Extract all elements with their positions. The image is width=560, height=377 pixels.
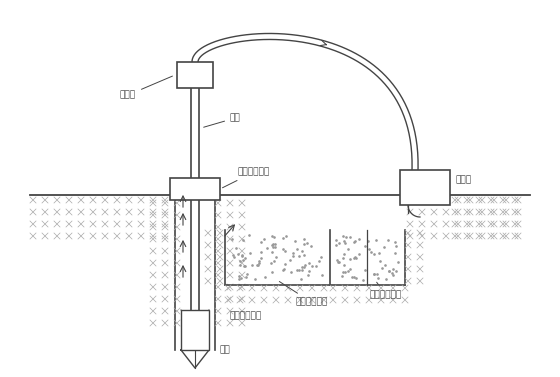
Text: 钒头: 钒头 bbox=[220, 345, 231, 354]
Bar bbox=[177, 62, 213, 88]
Text: 水龙头: 水龙头 bbox=[120, 76, 172, 100]
Bar bbox=[181, 310, 209, 350]
Text: 钒杆: 钒杆 bbox=[204, 113, 241, 127]
Text: 泥浆池及泥浆: 泥浆池及泥浆 bbox=[370, 282, 402, 299]
Text: 沉淤池及沉渣: 沉淤池及沉渣 bbox=[279, 282, 327, 307]
Text: 泥浆循环方向: 泥浆循环方向 bbox=[230, 311, 262, 320]
Text: 泥浆泵: 泥浆泵 bbox=[455, 175, 471, 184]
Text: 钒机回转装置: 钒机回转装置 bbox=[222, 167, 270, 188]
Bar bbox=[400, 170, 450, 205]
Bar bbox=[170, 178, 220, 200]
